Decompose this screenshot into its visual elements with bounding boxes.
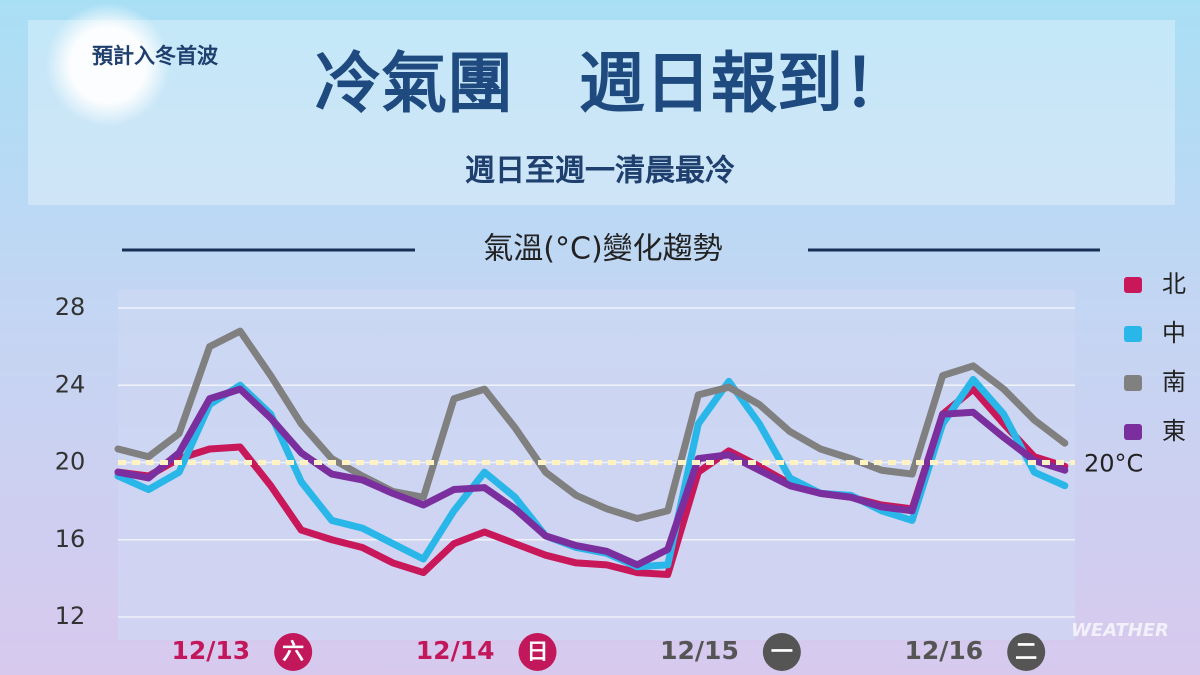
x-tick-label: 12/13 bbox=[171, 636, 250, 665]
legend-label: 北 bbox=[1162, 270, 1186, 298]
series-line bbox=[114, 327, 1069, 523]
series-line bbox=[114, 385, 1069, 569]
weekday-label: 六 bbox=[282, 640, 304, 665]
weekday-label: 一 bbox=[771, 640, 793, 665]
subtitle: 週日至週一清晨最冷 bbox=[465, 154, 735, 189]
x-tick-label: 12/15 bbox=[660, 636, 739, 665]
weekday-label: 日 bbox=[527, 640, 549, 665]
kicker: 預計入冬首波 bbox=[92, 44, 219, 68]
y-tick-label: 20 bbox=[55, 448, 86, 476]
watermark: WEATHER bbox=[1071, 620, 1169, 641]
title-box bbox=[28, 20, 1175, 205]
legend-swatch bbox=[1124, 424, 1142, 440]
weekday-label: 二 bbox=[1015, 640, 1037, 665]
legend-label: 南 bbox=[1162, 368, 1186, 396]
weekday-badge bbox=[274, 633, 313, 671]
sun bbox=[46, 3, 170, 127]
legend-swatch bbox=[1124, 375, 1142, 391]
weekday-badge bbox=[762, 633, 801, 671]
x-tick-label: 12/16 bbox=[904, 636, 983, 665]
y-tick-label: 28 bbox=[55, 293, 86, 321]
weekday-badge bbox=[1007, 633, 1046, 671]
legend-swatch bbox=[1124, 277, 1142, 293]
legend-label: 東 bbox=[1162, 417, 1186, 445]
legend-label: 中 bbox=[1162, 319, 1186, 347]
main-title: 冷氣團 週日報到！ bbox=[315, 45, 909, 122]
weekday-badge bbox=[518, 633, 557, 671]
legend-swatch bbox=[1124, 326, 1142, 342]
y-tick-label: 24 bbox=[55, 370, 86, 398]
y-tick-label: 16 bbox=[55, 525, 86, 553]
reference-label: 20°C bbox=[1084, 450, 1143, 478]
chart-title: 氣溫(°C)變化趨勢 bbox=[483, 232, 722, 267]
x-tick-label: 12/14 bbox=[416, 636, 495, 665]
y-tick-label: 12 bbox=[55, 602, 86, 630]
